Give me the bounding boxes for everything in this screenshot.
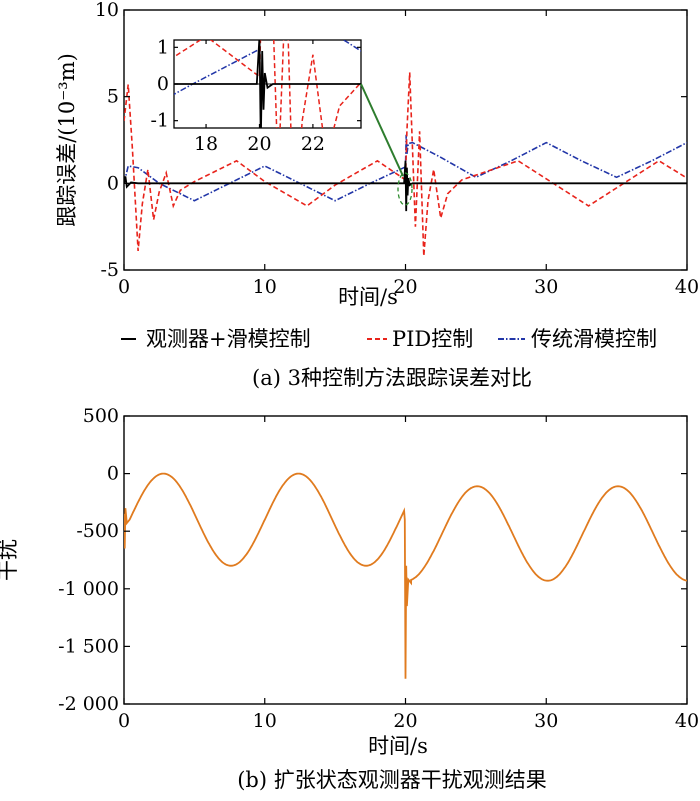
- chart-b-xlabel: 时间/s: [368, 734, 428, 758]
- zoom-region-marker: [397, 172, 413, 206]
- inset-xtick-label: 20: [247, 133, 271, 155]
- chart-a-ytick-label: 10: [95, 0, 119, 21]
- chart-b-ytick-label: -1 500: [58, 635, 119, 657]
- chart-b-ytick-label: 0: [107, 463, 119, 485]
- chart-a-xtick-label: 30: [534, 276, 558, 298]
- inset-ytick-label: 0: [157, 73, 169, 95]
- inset-xtick-label: 18: [194, 133, 218, 155]
- legend-label-traditional-smc: 传统滑模控制: [531, 327, 657, 351]
- chart-a-xlabel: 时间/s: [338, 285, 398, 309]
- legend-label-pid: PID控制: [392, 327, 473, 351]
- chart-b-ytick-label: -500: [76, 520, 119, 542]
- chart-b-xtick-label: 30: [534, 710, 558, 732]
- legend-label-observer-smc: 观测器+滑模控制: [146, 327, 311, 351]
- inset-ytick-label: -1: [150, 110, 169, 132]
- chart-a-caption: (a) 3种控制方法跟踪误差对比: [252, 366, 532, 390]
- chart-a-xtick-label: 20: [393, 276, 417, 298]
- chart-b-ticks: 0 10 20 30 40 500 0 -500 -1 000 -1 500 -2 000: [58, 405, 699, 732]
- inset-ytick-label: 1: [157, 36, 169, 58]
- chart-b-ytick-label: -1 000: [58, 578, 119, 600]
- series-disturbance-line: [124, 472, 687, 679]
- chart-b-ytick-label: -2 000: [58, 693, 119, 715]
- chart-b: 0 10 20 30 40 500 0 -500 -1 000 -1 500 -2 000 时间/s…: [0, 405, 699, 792]
- chart-a-legend: 观测器+滑模控制 PID控制 传统滑模控制: [121, 327, 657, 351]
- chart-b-lines: [124, 472, 687, 679]
- series-pid-line: [124, 72, 687, 257]
- chart-a-xtick-label: 10: [253, 276, 277, 298]
- chart-b-caption: (b) 扩张状态观测器干扰观测结果: [237, 768, 547, 792]
- chart-b-xtick-label: 0: [118, 710, 130, 732]
- inset-xtick-label: 22: [301, 133, 325, 155]
- chart-b-xtick-label: 10: [253, 710, 277, 732]
- chart-a-inset: 18 20 22 -1 0 1: [150, 36, 362, 155]
- chart-a-ylabel: 跟踪误差/(10⁻³m): [55, 53, 79, 227]
- chart-b-ylabel: 干扰: [0, 539, 20, 581]
- chart-b-ytick-label: 500: [83, 405, 119, 427]
- chart-b-xtick-label: 20: [393, 710, 417, 732]
- chart-a-ytick-label: 5: [107, 86, 119, 108]
- chart-a-xtick-label: 0: [118, 276, 130, 298]
- series-observer-smc-line: [124, 160, 687, 212]
- chart-a-ytick-label: -5: [100, 259, 119, 281]
- chart-a-lines: [124, 72, 687, 257]
- chart-a-ytick-label: 0: [107, 172, 119, 194]
- chart-a-xtick-label: 40: [675, 276, 699, 298]
- chart-b-xtick-label: 40: [675, 710, 699, 732]
- zoom-connector-line: [360, 83, 404, 177]
- chart-a-inset-ticks: 18 20 22 -1 0 1: [150, 36, 361, 155]
